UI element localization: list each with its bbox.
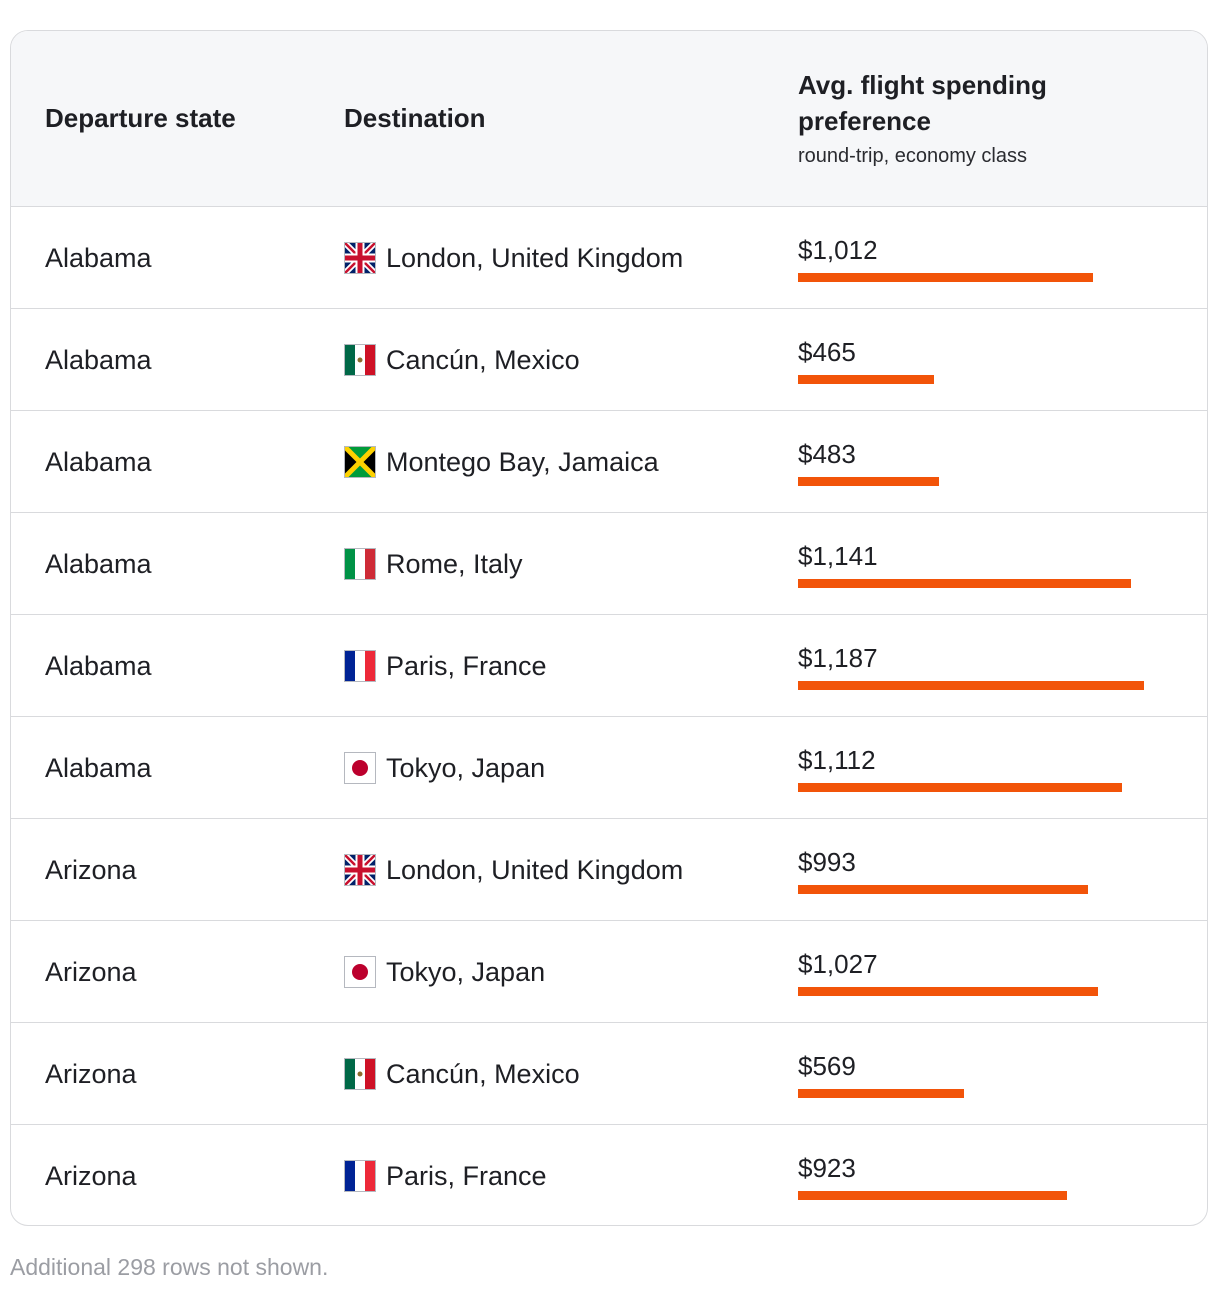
france-flag-icon bbox=[344, 1160, 376, 1192]
destination-cell: Cancún, Mexico bbox=[386, 1059, 580, 1089]
price-value: $923 bbox=[798, 1153, 856, 1183]
price-bar bbox=[798, 1089, 964, 1098]
table-row[interactable]: Alabama Paris, France $1,187 bbox=[11, 615, 1207, 717]
column-header-destination[interactable]: Destination bbox=[344, 103, 486, 133]
price-bar bbox=[798, 783, 1122, 792]
italy-flag-icon bbox=[344, 548, 376, 580]
price-bar bbox=[798, 885, 1088, 894]
destination-cell: Paris, France bbox=[386, 651, 547, 681]
column-header-spending-subtitle: round-trip, economy class bbox=[798, 145, 1027, 167]
departure-state-cell: Arizona bbox=[45, 1059, 137, 1089]
price-value: $993 bbox=[798, 847, 856, 877]
table-row[interactable]: Alabama Montego Bay, Jamaica $483 bbox=[11, 411, 1207, 513]
table-body: Alabama London, United Kingdom $1,012 Alaba… bbox=[11, 207, 1207, 1225]
destination-cell: Tokyo, Japan bbox=[386, 753, 546, 783]
destination-cell: Paris, France bbox=[386, 1161, 547, 1191]
table-row[interactable]: Arizona Cancún, Mexico $569 bbox=[11, 1023, 1207, 1125]
departure-state-cell: Arizona bbox=[45, 957, 137, 987]
price-value: $1,027 bbox=[798, 949, 878, 979]
price-value: $569 bbox=[798, 1051, 856, 1081]
mexico-flag-icon bbox=[344, 1058, 376, 1090]
column-header-departure-state[interactable]: Departure state bbox=[45, 103, 236, 133]
destination-cell: Tokyo, Japan bbox=[386, 957, 546, 987]
departure-state-cell: Arizona bbox=[45, 1161, 137, 1191]
departure-state-cell: Alabama bbox=[45, 447, 152, 477]
destination-cell: London, United Kingdom bbox=[386, 243, 684, 273]
table-row[interactable]: Alabama Cancún, Mexico $465 bbox=[11, 309, 1207, 411]
table-row[interactable]: Arizona Tokyo, Japan $1,027 bbox=[11, 921, 1207, 1023]
departure-state-cell: Alabama bbox=[45, 345, 152, 375]
mexico-flag-icon bbox=[344, 344, 376, 376]
japan-flag-icon bbox=[344, 752, 376, 784]
table-header: Departure state Destination Avg. flight … bbox=[11, 31, 1207, 207]
japan-flag-icon bbox=[344, 956, 376, 988]
price-bar bbox=[798, 987, 1098, 996]
departure-state-cell: Alabama bbox=[45, 243, 152, 273]
data-table: Departure state Destination Avg. flight … bbox=[10, 30, 1208, 1226]
price-bar bbox=[798, 477, 939, 486]
price-value: $483 bbox=[798, 439, 856, 469]
departure-state-cell: Alabama bbox=[45, 651, 152, 681]
price-bar bbox=[798, 273, 1093, 282]
table-row[interactable]: Arizona Paris, France $923 bbox=[11, 1125, 1207, 1225]
price-bar bbox=[798, 681, 1144, 690]
table-row[interactable]: Arizona London, United Kingdom $993 bbox=[11, 819, 1207, 921]
price-value: $1,187 bbox=[798, 643, 878, 673]
price-value: $1,112 bbox=[798, 745, 876, 775]
departure-state-cell: Alabama bbox=[45, 753, 152, 783]
price-bar bbox=[798, 375, 934, 384]
destination-cell: Montego Bay, Jamaica bbox=[386, 447, 659, 477]
price-value: $465 bbox=[798, 337, 856, 367]
table-row[interactable]: Alabama Rome, Italy $1,141 bbox=[11, 513, 1207, 615]
price-value: $1,141 bbox=[798, 541, 878, 571]
uk-flag-icon bbox=[344, 242, 376, 274]
price-bar bbox=[798, 579, 1131, 588]
uk-flag-icon bbox=[344, 854, 376, 886]
rows-not-shown-note: Additional 298 rows not shown. bbox=[10, 1254, 329, 1280]
price-value: $1,012 bbox=[798, 235, 878, 265]
destination-cell: Cancún, Mexico bbox=[386, 345, 580, 375]
destination-cell: Rome, Italy bbox=[386, 549, 523, 579]
france-flag-icon bbox=[344, 650, 376, 682]
column-header-spending[interactable]: Avg. flight spending preference bbox=[798, 70, 1047, 136]
departure-state-cell: Alabama bbox=[45, 549, 152, 579]
price-bar bbox=[798, 1191, 1067, 1200]
jamaica-flag-icon bbox=[344, 446, 376, 478]
destination-cell: London, United Kingdom bbox=[386, 855, 684, 885]
table-row[interactable]: Alabama London, United Kingdom $1,012 bbox=[11, 207, 1207, 309]
departure-state-cell: Arizona bbox=[45, 855, 137, 885]
table-row[interactable]: Alabama Tokyo, Japan $1,112 bbox=[11, 717, 1207, 819]
